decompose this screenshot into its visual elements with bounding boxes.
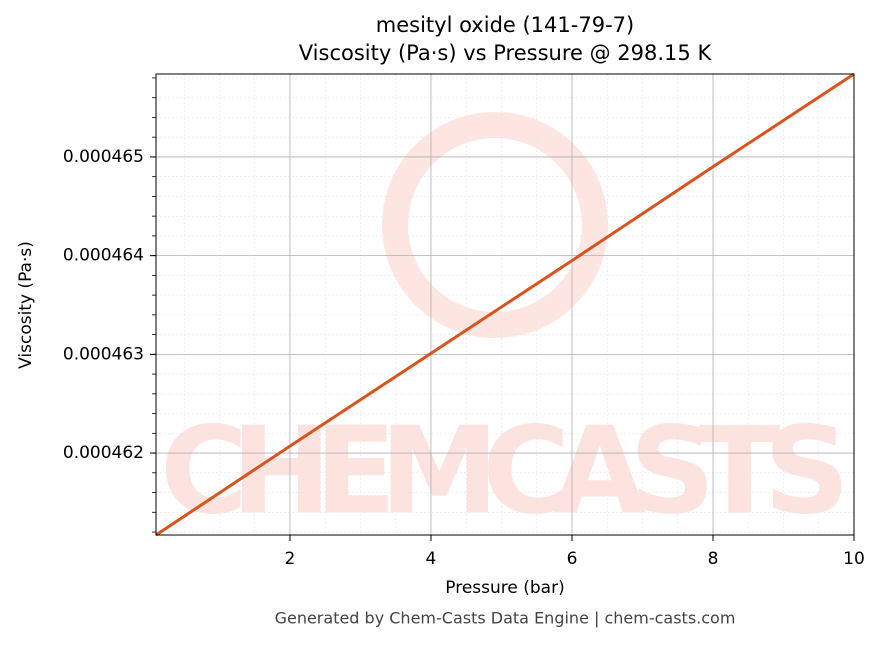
x-tick-label: 10: [843, 549, 865, 569]
x-tick-label: 2: [285, 549, 296, 569]
footer: Generated by Chem-Casts Data Engine | ch…: [275, 609, 736, 628]
chart-subtitle: Viscosity (Pa·s) vs Pressure @ 298.15 K: [299, 41, 713, 65]
watermark: CHEMCASTS: [160, 403, 850, 542]
x-tick-label: 8: [708, 549, 719, 569]
data-line: [155, 72, 855, 537]
plot-frame: [155, 73, 855, 536]
y-tick-label: 0.000465: [63, 147, 144, 167]
y-tick-label: 0.000463: [63, 344, 144, 364]
watermark-logo: [382, 112, 608, 338]
y-axis-label: Viscosity (Pa·s): [16, 241, 36, 369]
x-tick-label: 4: [426, 549, 437, 569]
chart-title: mesityl oxide (141-79-7): [376, 13, 634, 37]
x-tick-label: 6: [567, 549, 578, 569]
y-tick-label: 0.000462: [63, 443, 144, 463]
x-axis-label: Pressure (bar): [445, 578, 564, 598]
y-tick-label: 0.000464: [63, 246, 144, 266]
